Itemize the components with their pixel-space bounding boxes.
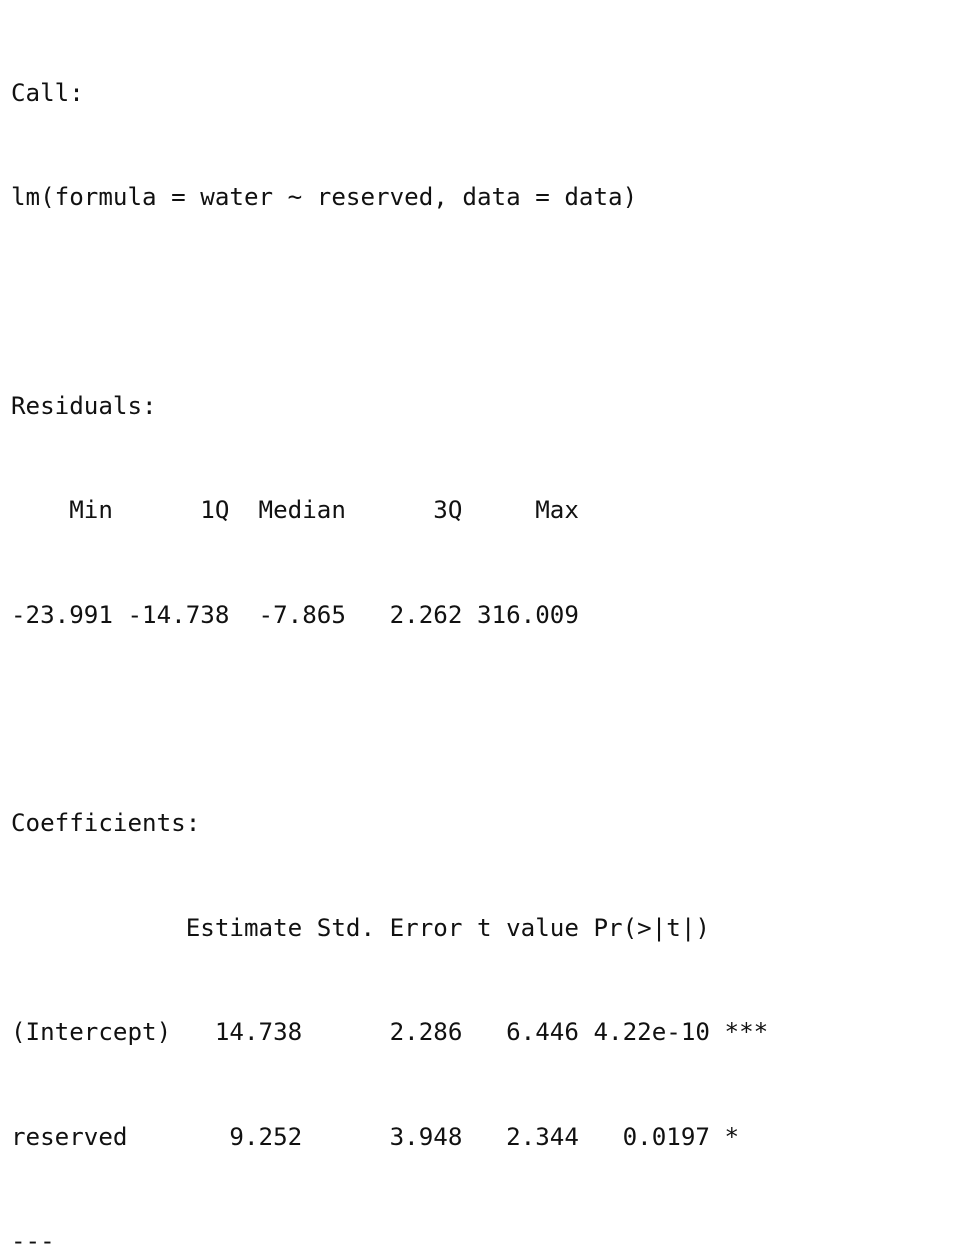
- residuals-heading: Residuals:: [11, 391, 157, 420]
- blank-line: [11, 702, 914, 737]
- coefficient-row-reserved: reserved 9.252 3.948 2.344 0.0197 *: [11, 1122, 769, 1151]
- coefficients-separator: ---: [11, 1226, 55, 1252]
- residuals-header-row: Min 1Q Median 3Q Max: [11, 496, 594, 525]
- coefficient-row-intercept: (Intercept) 14.738 2.286 6.446 4.22e-10 …: [11, 1018, 769, 1047]
- coefficients-heading: Coefficients:: [11, 809, 201, 838]
- coefficients-header-row: Estimate Std. Error t value Pr(>|t|): [11, 913, 769, 942]
- r-console-output: Call: lm(formula = water ~ reserved, dat…: [11, 6, 914, 1252]
- call-heading: Call:: [11, 78, 84, 107]
- call-formula: lm(formula = water ~ reserved, data = da…: [11, 182, 638, 211]
- blank-line: [11, 284, 914, 319]
- residuals-values-row: -23.991 -14.738 -7.865 2.262 316.009: [11, 600, 594, 629]
